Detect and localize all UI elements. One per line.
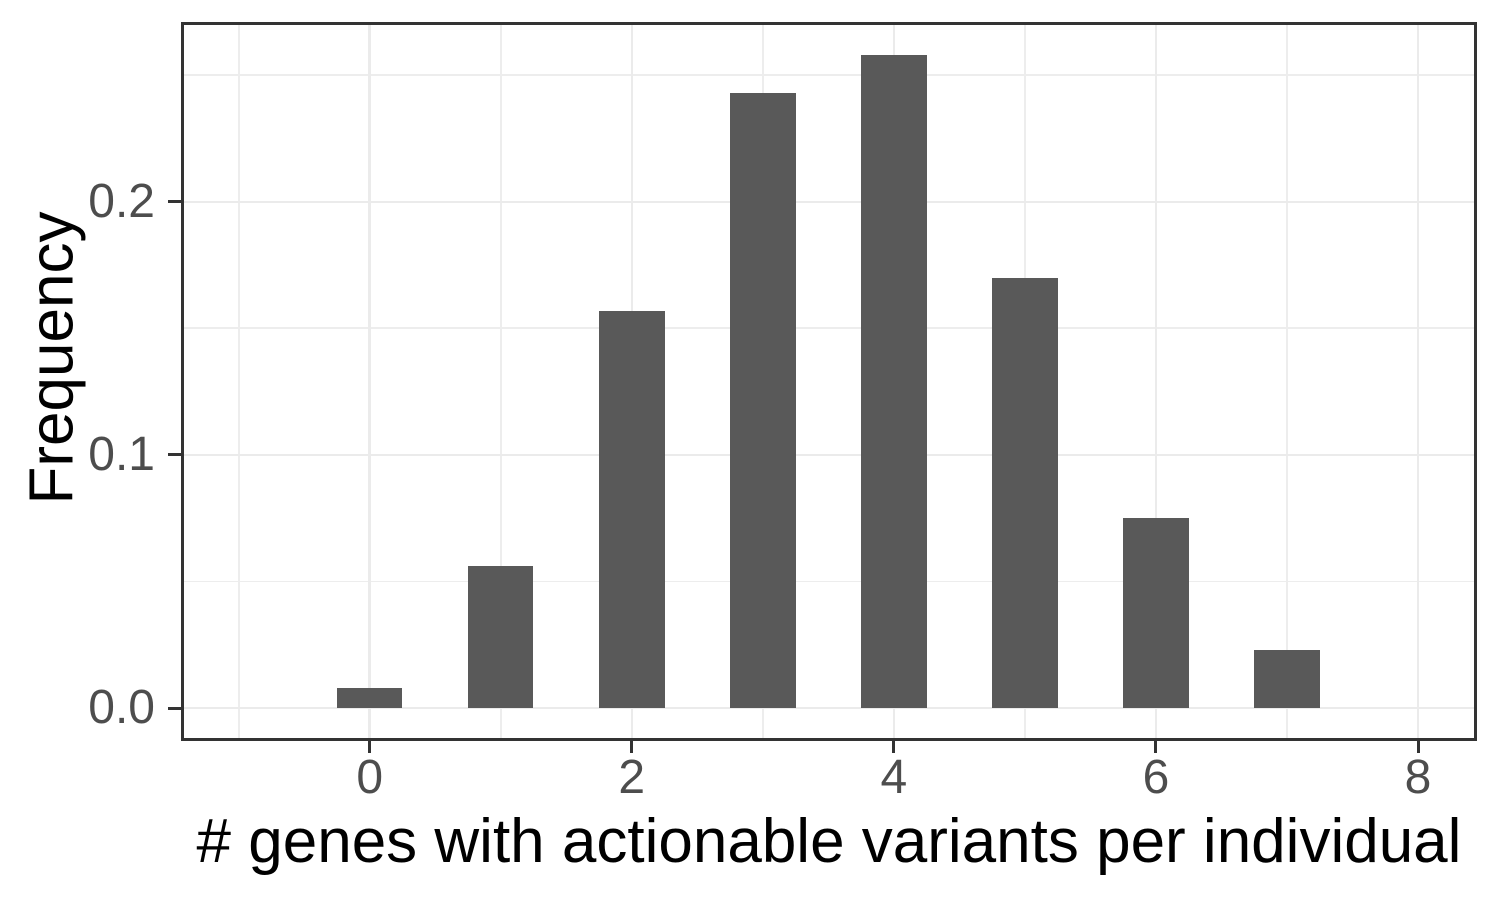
x-gridline-minor — [1286, 22, 1288, 741]
x-gridline-major — [368, 22, 371, 741]
y-gridline-major — [181, 200, 1477, 203]
x-tick-label: 4 — [880, 751, 908, 804]
x-tick-label: 0 — [356, 751, 384, 804]
bar — [730, 92, 796, 709]
bar — [467, 566, 534, 709]
y-tick-mark — [168, 706, 181, 710]
y-gridline-major — [181, 706, 1477, 710]
y-tick-mark — [168, 200, 181, 204]
y-axis-title: Frequency — [17, 211, 87, 505]
x-gridline-minor — [237, 22, 240, 741]
bar — [861, 54, 927, 709]
x-tick-mark — [630, 741, 634, 753]
bar — [336, 687, 403, 709]
y-gridline-minor — [181, 327, 1477, 330]
plot-panel — [181, 22, 1477, 741]
x-tick-label: 2 — [618, 751, 646, 804]
y-gridline-minor — [181, 74, 1477, 77]
x-tick-mark — [1154, 741, 1158, 753]
x-tick-mark — [368, 741, 372, 753]
bar — [1123, 518, 1189, 709]
y-gridline-minor — [181, 580, 1477, 583]
x-gridline-major — [1154, 22, 1158, 741]
y-tick-label: 0.2 — [88, 174, 155, 228]
x-gridline-minor — [499, 22, 502, 741]
x-tick-label: 8 — [1404, 751, 1432, 804]
bar — [992, 277, 1058, 709]
bar — [1254, 649, 1320, 709]
y-tick-label: 0.1 — [88, 427, 155, 481]
x-tick-mark — [1416, 741, 1420, 753]
x-gridline-major — [1416, 22, 1420, 741]
x-axis-title: # genes with actionable variants per ind… — [196, 807, 1462, 876]
x-tick-label: 6 — [1142, 751, 1170, 804]
y-tick-mark — [168, 453, 181, 457]
y-tick-label: 0.0 — [88, 681, 155, 735]
x-tick-mark — [892, 741, 896, 753]
y-gridline-major — [181, 453, 1477, 457]
bar — [599, 310, 665, 709]
